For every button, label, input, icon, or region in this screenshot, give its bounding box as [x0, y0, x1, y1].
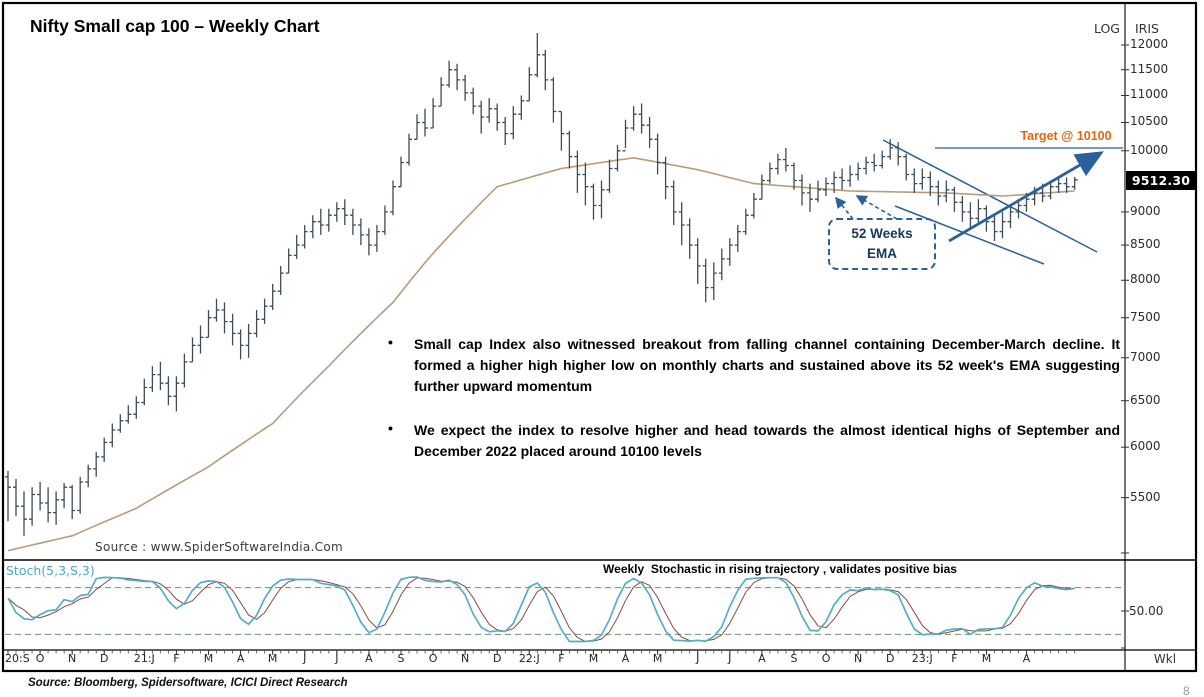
price-tick-label: 8500	[1130, 237, 1161, 252]
month-label: 22:J	[518, 652, 540, 665]
month-label: A	[365, 652, 373, 665]
price-tick-label: 7500	[1130, 309, 1161, 324]
month-label: J	[728, 652, 732, 665]
platform-label: IRIS	[1135, 21, 1159, 36]
footer-source-credit: Source: Bloomberg, Spidersoftware, ICICI…	[28, 677, 348, 689]
bullet-text-2: We expect the index to resolve higher an…	[414, 422, 1120, 459]
page-number: 8	[1183, 684, 1190, 697]
month-label: D	[99, 652, 109, 665]
month-label: 20:S	[5, 652, 30, 665]
outer-border	[1, 1, 1198, 673]
month-label: M	[652, 652, 663, 665]
breakout-arrow	[948, 151, 1104, 243]
price-tick-label: 8000	[1130, 272, 1161, 287]
price-tick-label: 11500	[1130, 61, 1169, 76]
price-tick-label: 9000	[1130, 203, 1161, 218]
ema-line	[7, 156, 1075, 552]
month-label: N	[461, 652, 470, 665]
last-price-badge: 9512.30	[1126, 171, 1196, 190]
stoch-d-line	[7, 577, 1075, 643]
month-label: J	[696, 652, 700, 665]
month-label: A	[758, 652, 766, 665]
chart-source-credit: Source : www.SpiderSoftwareIndia.Com	[95, 540, 343, 554]
ema-callout-line1: 52 Weeks	[851, 226, 913, 242]
month-label: F	[951, 652, 958, 665]
channel-lower-line	[894, 205, 1045, 265]
month-label: 23:J	[911, 652, 933, 665]
month-label: N	[68, 652, 77, 665]
month-label: A	[236, 652, 245, 665]
ema-callout-line2: EMA	[867, 246, 897, 261]
month-label: F	[173, 652, 180, 665]
price-tick-label: 5500	[1130, 489, 1161, 504]
price-tick-label: 10500	[1130, 114, 1169, 129]
month-label: N	[853, 652, 863, 665]
month-label: F	[558, 652, 565, 665]
ema-pointer-arrow	[834, 196, 854, 220]
price-tick-label: 6500	[1130, 392, 1161, 407]
month-label: O	[35, 652, 45, 665]
ohlc-bars	[5, 33, 1078, 536]
price-tick-label: 6000	[1130, 439, 1161, 454]
price-tick-label: 7000	[1130, 349, 1161, 364]
month-label: M	[588, 652, 599, 665]
price-tick-label: 12000	[1130, 37, 1169, 51]
month-label: M	[267, 652, 278, 665]
price-tick-label: 11000	[1130, 87, 1169, 102]
month-label: J	[335, 652, 339, 665]
month-label: D	[885, 652, 895, 665]
stochastic-note: Weekly Stochastic in rising trajectory ,…	[603, 562, 957, 576]
bullet-item: • We expect the index to resolve higher …	[388, 420, 1120, 462]
month-label: J	[303, 652, 307, 665]
month-label: D	[492, 652, 502, 665]
stochastic-axis-label: 50.00	[1129, 604, 1164, 618]
bullet-item: • Small cap Index also witnessed breakou…	[388, 334, 1120, 397]
target-annotation: Target @ 10100	[1020, 129, 1112, 143]
month-label: M	[203, 652, 214, 665]
month-label: A	[621, 652, 630, 665]
bullet-text-1: Small cap Index also witnessed breakout …	[414, 336, 1120, 394]
month-label: O	[821, 652, 831, 665]
price-tick-label: 10000	[1130, 142, 1169, 157]
stoch-k-line	[7, 576, 1075, 643]
bullet-icon: •	[388, 334, 393, 350]
month-label: S	[790, 652, 798, 665]
interval-label[interactable]: Wkl	[1153, 652, 1177, 666]
ema-pointer-arrow	[855, 195, 898, 220]
month-label: O	[428, 652, 438, 665]
month-label: M	[981, 652, 992, 665]
month-label: S	[397, 652, 405, 665]
month-label: 21:J	[133, 652, 155, 665]
log-scale-label[interactable]: LOG	[1093, 21, 1120, 36]
ema-callout-box: 52 Weeks EMA	[828, 218, 936, 270]
bullet-icon: •	[388, 420, 393, 436]
stochastic-indicator-label[interactable]: Stoch(5,3,S,3)	[6, 563, 95, 578]
month-label: A	[1022, 652, 1031, 665]
page-title: Nifty Small cap 100 – Weekly Chart	[30, 16, 320, 36]
analysis-notes: • Small cap Index also witnessed breakou…	[388, 334, 1120, 485]
